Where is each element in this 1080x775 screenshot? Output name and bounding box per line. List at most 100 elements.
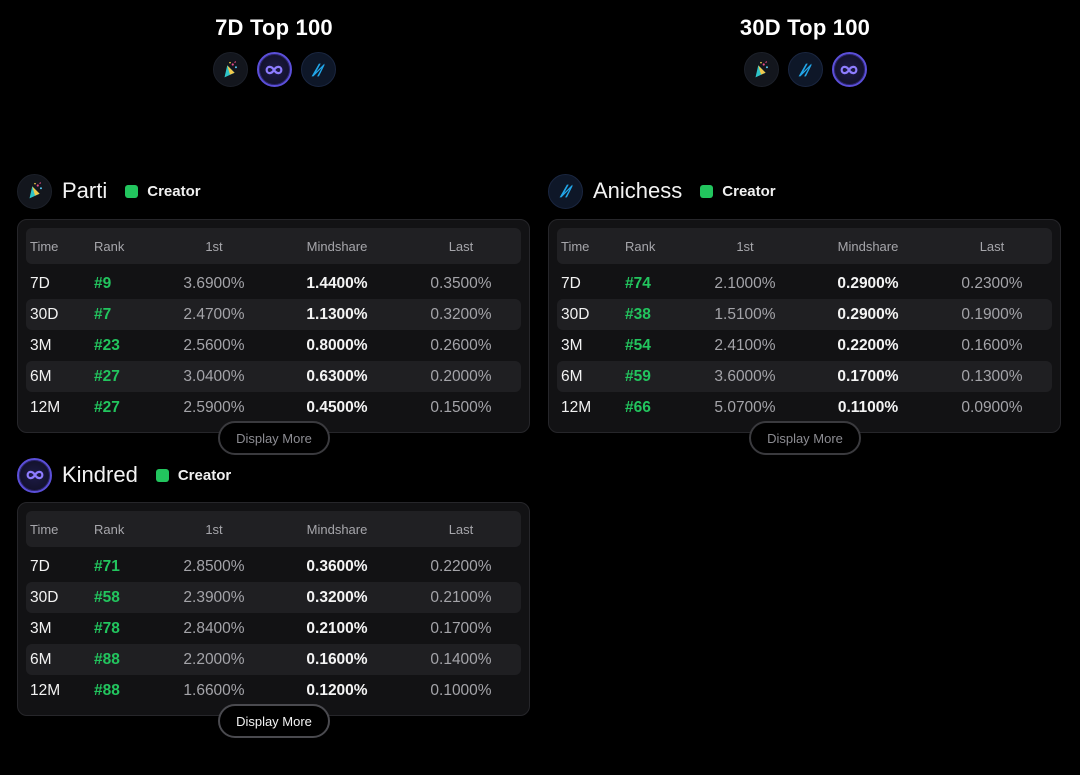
table-row: 12M #66 5.0700% 0.1100% 0.0900%	[557, 392, 1052, 423]
table-header: Time Rank 1st Mindshare Last	[26, 228, 521, 264]
header-time: Time	[561, 238, 590, 254]
header-mindshare: Mindshare	[306, 238, 368, 254]
header-rank: Rank	[94, 521, 125, 537]
table-row: 7D #74 2.1000% 0.2900% 0.2300%	[557, 268, 1052, 299]
cell-time: 7D	[561, 274, 581, 292]
cell-first: 2.1000%	[714, 274, 776, 292]
header-first: 1st	[205, 238, 223, 254]
anichess-icon[interactable]	[787, 52, 823, 87]
cell-last: 0.1500%	[430, 398, 492, 416]
mindshare-table: Time Rank 1st Mindshare Last 7D #9 3.690…	[17, 219, 530, 433]
anichess-icon[interactable]	[300, 52, 336, 87]
display-more-button[interactable]: Display More	[218, 421, 330, 455]
table-header: Time Rank 1st Mindshare Last	[26, 511, 521, 547]
cell-time: 6M	[30, 367, 52, 385]
cell-mindshare: 0.2900%	[837, 305, 899, 323]
table-row: 7D #71 2.8500% 0.3600% 0.2200%	[26, 551, 521, 582]
cell-last: 0.2200%	[430, 557, 492, 575]
cell-mindshare: 0.1200%	[306, 681, 368, 699]
creator-status-dot	[125, 184, 139, 198]
cell-last: 0.0900%	[961, 398, 1023, 416]
cell-rank: #59	[625, 367, 651, 385]
display-more-button[interactable]: Display More	[218, 704, 330, 738]
cell-mindshare: 0.1600%	[306, 650, 368, 668]
table-row: 3M #23 2.5600% 0.8000% 0.2600%	[26, 330, 521, 361]
cell-time: 3M	[561, 336, 583, 354]
cell-last: 0.2000%	[430, 367, 492, 385]
header-mindshare: Mindshare	[306, 521, 368, 537]
cell-mindshare: 0.8000%	[306, 336, 368, 354]
cell-rank: #27	[94, 398, 120, 416]
table-row: 30D #38 1.5100% 0.2900% 0.1900%	[557, 299, 1052, 330]
table-row: 6M #27 3.0400% 0.6300% 0.2000%	[26, 361, 521, 392]
cell-first: 2.5600%	[183, 336, 245, 354]
cell-mindshare: 1.1300%	[306, 305, 368, 323]
table-row: 6M #88 2.2000% 0.1600% 0.1400%	[26, 644, 521, 675]
card-header: Parti Creator	[17, 173, 530, 209]
table-row: 6M #59 3.6000% 0.1700% 0.1300%	[557, 361, 1052, 392]
top-100-30d-icons	[655, 52, 955, 87]
cell-mindshare: 0.4500%	[306, 398, 368, 416]
cell-first: 2.8500%	[183, 557, 245, 575]
header-rank: Rank	[625, 238, 656, 254]
creator-tag: Creator	[177, 466, 232, 484]
table-row: 3M #54 2.4100% 0.2200% 0.1600%	[557, 330, 1052, 361]
cell-rank: #27	[94, 367, 120, 385]
kindred-icon[interactable]	[256, 52, 292, 87]
cell-mindshare: 1.4400%	[306, 274, 368, 292]
top-100-7d-icons	[124, 52, 424, 87]
cell-last: 0.1300%	[961, 367, 1023, 385]
cell-first: 1.6600%	[183, 681, 245, 699]
cell-mindshare: 0.1100%	[837, 398, 899, 416]
mindshare-table: Time Rank 1st Mindshare Last 7D #71 2.85…	[17, 502, 530, 716]
cell-rank: #88	[94, 650, 120, 668]
parti-icon[interactable]	[212, 52, 248, 87]
cell-first: 2.4100%	[714, 336, 776, 354]
cell-time: 12M	[30, 398, 61, 416]
table-row: 7D #9 3.6900% 1.4400% 0.3500%	[26, 268, 521, 299]
cell-rank: #66	[625, 398, 651, 416]
cell-time: 30D	[30, 305, 59, 323]
header-mindshare: Mindshare	[837, 238, 899, 254]
table-row: 12M #27 2.5900% 0.4500% 0.1500%	[26, 392, 521, 423]
parti-icon[interactable]	[743, 52, 779, 87]
cell-rank: #7	[94, 305, 112, 323]
creator-tag: Creator	[147, 182, 201, 200]
cell-mindshare: 0.6300%	[306, 367, 368, 385]
kindred-card: Kindred Creator Time Rank 1st Mindshare …	[17, 457, 530, 738]
header-first: 1st	[205, 521, 223, 537]
project-name[interactable]: Parti	[62, 178, 108, 203]
cell-rank: #54	[625, 336, 651, 354]
cell-mindshare: 0.3200%	[306, 588, 368, 606]
display-more-button[interactable]: Display More	[749, 421, 861, 455]
cell-last: 0.1900%	[961, 305, 1023, 323]
cell-first: 3.6900%	[183, 274, 245, 292]
header-last: Last	[448, 521, 474, 537]
kindred-icon	[17, 457, 52, 493]
mindshare-table: Time Rank 1st Mindshare Last 7D #74 2.10…	[548, 219, 1061, 433]
kindred-icon[interactable]	[831, 52, 867, 87]
cell-time: 6M	[30, 650, 52, 668]
cell-first: 5.0700%	[714, 398, 776, 416]
cell-rank: #78	[94, 619, 120, 637]
creator-status-dot	[700, 184, 714, 198]
cell-last: 0.1600%	[961, 336, 1023, 354]
cell-first: 2.8400%	[183, 619, 245, 637]
cell-time: 12M	[30, 681, 61, 699]
header-last: Last	[979, 238, 1005, 254]
cell-last: 0.1700%	[430, 619, 492, 637]
cell-rank: #71	[94, 557, 120, 575]
project-name[interactable]: Anichess	[593, 178, 683, 203]
top-100-7d-section: 7D Top 100	[124, 14, 424, 87]
cell-first: 2.2000%	[183, 650, 245, 668]
header-first: 1st	[736, 238, 754, 254]
cell-rank: #74	[625, 274, 651, 292]
anichess-icon	[548, 173, 583, 209]
cell-first: 3.6000%	[714, 367, 776, 385]
project-name[interactable]: Kindred	[62, 462, 138, 487]
cell-mindshare: 0.2100%	[306, 619, 368, 637]
creator-status-dot	[155, 468, 169, 482]
cell-last: 0.2300%	[961, 274, 1023, 292]
cell-first: 2.4700%	[183, 305, 245, 323]
cell-first: 1.5100%	[714, 305, 776, 323]
